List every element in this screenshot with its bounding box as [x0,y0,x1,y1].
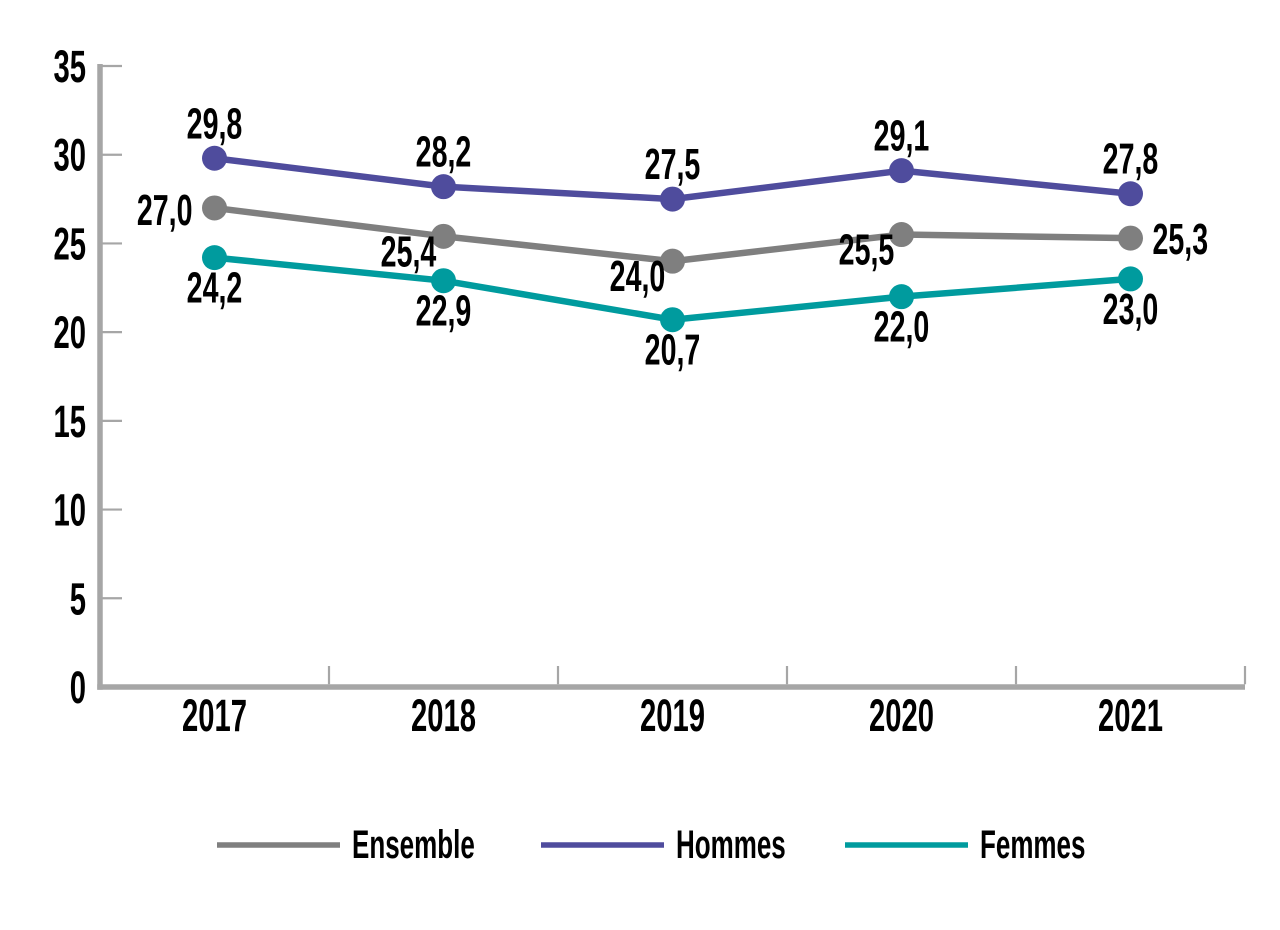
marker-ensemble-2017 [202,195,227,221]
value-label-hommes-2019-text: 27,5 [645,139,701,189]
marker-femmes-2017 [202,245,227,271]
x-tick-label-2019: 2019 [640,692,705,742]
legend-label-femmes-text: Femmes [980,822,1085,867]
value-label-femmes-2018: 22,9 [416,285,472,335]
legend-label-femmes: Femmes [980,822,1085,867]
value-label-femmes-2021-text: 23,0 [1103,284,1159,334]
y-tick-label-25-text: 25 [53,220,86,270]
value-label-ensemble-2018-text: 25,4 [381,226,437,276]
marker-ensemble-2019 [660,248,685,274]
x-tick-label-2018-text: 2018 [411,692,476,742]
value-label-femmes-2017: 24,2 [187,262,243,312]
value-label-femmes-2021: 23,0 [1103,284,1159,334]
value-label-hommes-2021: 27,8 [1103,133,1159,183]
value-label-ensemble-2019: 24,0 [610,251,666,301]
legend-label-hommes: Hommes [676,822,786,867]
value-label-hommes-2018: 28,2 [416,126,472,176]
value-label-ensemble-2021-text: 25,3 [1153,214,1209,264]
value-label-femmes-2020: 22,0 [874,301,930,351]
value-label-hommes-2017: 29,8 [187,98,243,148]
marker-hommes-2019 [660,186,685,212]
y-tick-label-35-text: 35 [53,43,86,93]
value-label-ensemble-2020-text: 25,5 [839,224,895,274]
value-label-ensemble-2019-text: 24,0 [610,251,666,301]
marker-femmes-2019 [660,307,685,333]
value-label-hommes-2020-text: 29,1 [874,110,930,160]
y-tick-label-25: 25 [53,220,86,270]
value-label-hommes-2017-text: 29,8 [187,98,243,148]
marker-ensemble-2020 [889,222,914,248]
y-tick-label-10: 10 [53,486,86,536]
value-label-ensemble-2018: 25,4 [381,226,437,276]
marker-hommes-2018 [431,174,456,200]
y-tick-label-5-text: 5 [70,575,86,625]
x-tick-label-2018: 2018 [411,692,476,742]
x-tick-label-2021: 2021 [1098,692,1163,742]
y-tick-label-15: 15 [53,398,86,448]
value-label-ensemble-2017: 27,0 [137,185,193,235]
marker-ensemble-2021 [1118,225,1143,251]
value-label-femmes-2020-text: 22,0 [874,301,930,351]
value-label-femmes-2019-text: 20,7 [645,324,701,374]
value-label-hommes-2020: 29,1 [874,110,930,160]
legend-label-ensemble: Ensemble [352,822,475,867]
value-label-femmes-2018-text: 22,9 [416,285,472,335]
value-label-ensemble-2020: 25,5 [839,224,895,274]
legend-label-hommes-text: Hommes [676,822,786,867]
y-tick-label-0: 0 [70,664,86,714]
value-label-ensemble-2021: 25,3 [1153,214,1209,264]
marker-hommes-2020 [889,158,914,184]
value-label-hommes-2021-text: 27,8 [1103,133,1159,183]
y-tick-label-15-text: 15 [53,398,86,448]
y-tick-label-30-text: 30 [53,132,86,182]
marker-femmes-2018 [431,268,456,294]
y-tick-label-5: 5 [70,575,86,625]
marker-hommes-2017 [202,145,227,171]
x-tick-label-2017-text: 2017 [182,692,247,742]
y-tick-label-20: 20 [53,309,86,359]
x-tick-label-2020: 2020 [869,692,934,742]
y-tick-label-0-text: 0 [70,664,86,714]
value-label-femmes-2019: 20,7 [645,324,701,374]
y-tick-label-10-text: 10 [53,486,86,536]
value-label-femmes-2017-text: 24,2 [187,262,243,312]
marker-femmes-2020 [889,284,914,310]
value-label-hommes-2018-text: 28,2 [416,126,472,176]
value-label-ensemble-2017-text: 27,0 [137,185,193,235]
legend-label-ensemble-text: Ensemble [352,822,475,867]
value-label-hommes-2019: 27,5 [645,139,701,189]
marker-femmes-2021 [1118,266,1143,292]
y-tick-label-30: 30 [53,132,86,182]
y-tick-label-35: 35 [53,43,86,93]
y-tick-label-20-text: 20 [53,309,86,359]
marker-ensemble-2018 [431,223,456,249]
x-tick-label-2020-text: 2020 [869,692,934,742]
x-tick-label-2021-text: 2021 [1098,692,1163,742]
marker-hommes-2021 [1118,181,1143,207]
x-tick-label-2019-text: 2019 [640,692,705,742]
x-tick-label-2017: 2017 [182,692,247,742]
